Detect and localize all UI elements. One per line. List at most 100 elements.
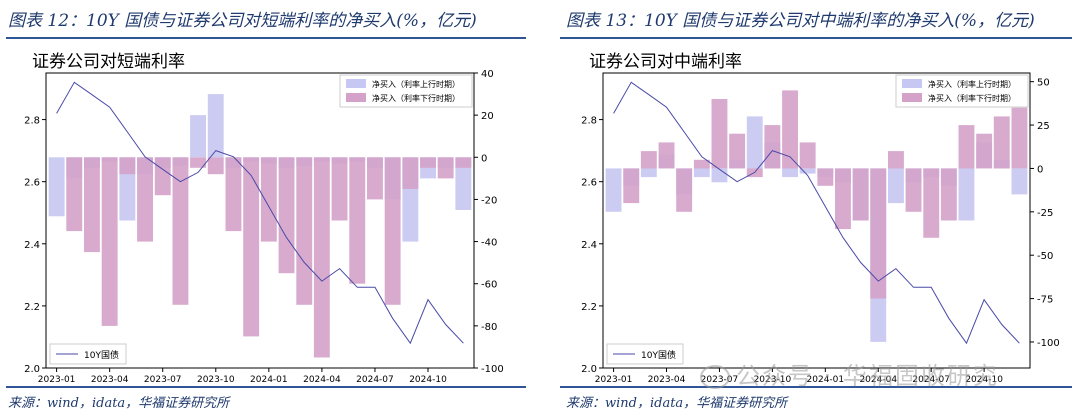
chart2-xtick-label-6: 2024-07 (912, 375, 950, 385)
chart2-xtick-label-3: 2023-10 (754, 375, 792, 385)
chart2-ytick-right-label-4: -50 (1037, 251, 1053, 262)
chart1-bar-down-2023-04 (101, 157, 118, 326)
chart2-bar-down-2023-06 (693, 159, 710, 169)
chart2-ytick-right-label-5: -75 (1037, 295, 1053, 306)
chart1-ytick-right-label-4: -40 (481, 238, 497, 249)
chart1-ytick-left-label-0: 2.0 (24, 364, 40, 375)
chart2-bar-up-2024-09 (958, 168, 975, 221)
chart2-bar-up-2023-09 (746, 116, 763, 169)
chart2-legend2-label: 10Y国债 (641, 349, 676, 361)
title-rule-left (6, 37, 526, 39)
chart1-bar-down-2024-08 (384, 157, 401, 305)
chart2-bar-up-2023-03 (640, 168, 657, 178)
chart2-bar-down-2024-03 (852, 168, 869, 221)
watermark-text: 公众号 · 华福固收研究 (736, 362, 999, 390)
chart2-xtick-label-4: 2024-01 (807, 375, 845, 385)
chart1-ytick-right-label-1: 20 (481, 111, 494, 122)
chart1-bar-down-2023-03 (84, 157, 100, 253)
title-rule-right (560, 37, 1072, 39)
chart1-xtick-label-4: 2024-01 (250, 375, 288, 385)
chart2-legend-swatch-down (902, 93, 922, 102)
figure-12-title: 图表 12：10Y 国债与证券公司对短端利率的净买入(%，亿元) (8, 11, 477, 31)
chart2-xtick-label-5: 2024-04 (859, 375, 897, 385)
source-rule-left (6, 386, 526, 388)
chart1-xtick-label-2: 2023-07 (144, 375, 182, 385)
chart2-bar-down-2023-03 (640, 151, 657, 169)
chart1-legend-label-up: 净买入（利率上行时期） (372, 79, 460, 89)
chart1-ytick-right-label-0: 40 (481, 69, 494, 80)
chart2-ytick-right-label-2: 0 (1037, 164, 1043, 175)
chart2-bar-down-2024-02 (835, 168, 851, 230)
chart2-legend-swatch-up (902, 79, 922, 88)
chart1-ytick-right-label-5: -60 (481, 280, 497, 291)
chart2-plot-frame (602, 72, 1031, 369)
chart1-bar-down-2024-02 (278, 157, 295, 274)
chart2-bar-down-2024-04 (870, 168, 887, 299)
chart2-xtick-label-7: 2024-10 (965, 375, 1003, 385)
chart1-bar-up-2023-09 (190, 115, 206, 158)
chart2-bar-down-2023-04 (658, 142, 675, 169)
chart2-ytick-right-label-1: 25 (1037, 121, 1050, 132)
chart2-bar-up-2023-06 (693, 168, 710, 178)
watermark: 公众号 · 华福固收研究 (700, 356, 999, 391)
chart2-bar-down-2023-11 (782, 90, 798, 169)
chart1-ytick-right-label-3: -20 (481, 195, 497, 206)
chart1-bar-down-2023-07 (154, 157, 171, 196)
chart1-legend2-label: 10Y国债 (84, 349, 119, 361)
chart2-legend2-box (606, 343, 684, 365)
chart1-bar-down-2023-08 (172, 157, 189, 305)
chart1-bar-down-2024-07 (367, 157, 383, 200)
chart1-bar-down-2023-02 (66, 157, 83, 232)
chart2-bar-up-2023-11 (782, 168, 798, 178)
chart1-ytick-right-label-2: 0 (481, 153, 487, 164)
chart2-ytick-left-label-4: 2.8 (581, 116, 597, 127)
chart2-ytick-right-label-3: -25 (1037, 208, 1053, 219)
chart1-bar-up-2023-10 (207, 94, 224, 158)
chart1-legend-label-down: 净买入（利率下行时期） (372, 93, 460, 103)
chart1-ytick-left-label-4: 2.8 (24, 116, 40, 127)
chart2-bar-down-2024-09 (958, 125, 975, 169)
chart2-legend-label-up: 净买入（利率上行时期） (928, 79, 1016, 89)
chart2-ytick-right-label-6: -100 (1037, 338, 1060, 349)
chart1-xtick-label-0: 2023-01 (38, 375, 76, 385)
chart2-ytick-right-label-0: 50 (1037, 78, 1050, 89)
source-rule-right (560, 386, 1072, 388)
chart1-bar-down-2024-03 (296, 157, 313, 305)
figure-13-title: 图表 13：10Y 国债与证券公司对中端利率的净买入(%，亿元) (566, 11, 1035, 31)
chart1-xtick-label-5: 2024-04 (303, 375, 341, 385)
chart1-bar-down-2024-09 (402, 157, 419, 189)
chart2-bar-up-2023-12 (799, 168, 816, 174)
chart1-xtick-label-3: 2023-10 (197, 375, 235, 385)
chart2-bar-down-2024-01 (817, 168, 834, 186)
chart2-bar-down-2023-12 (799, 142, 816, 169)
chart1-ytick-left-label-2: 2.4 (24, 240, 40, 251)
chart1-bar-down-2024-11 (437, 157, 454, 179)
chart2-bar-down-2023-02 (623, 168, 640, 204)
source-left: 来源：wind，idata，华福证券研究所 (8, 396, 230, 411)
chart2-ytick-left-label-0: 2.0 (581, 364, 597, 375)
chart2-bar-down-2023-08 (729, 133, 746, 169)
chart2-bar-down-2024-07 (923, 168, 940, 238)
chart1-xtick-label-6: 2024-07 (356, 375, 394, 385)
chart2-ytick-left-label-2: 2.4 (581, 240, 597, 251)
chart1-bar-down-2024-10 (420, 157, 436, 168)
chart2-line-10y (613, 81, 1020, 345)
chart1-bar-down-2023-09 (190, 157, 206, 168)
chart2-ytick-left-label-3: 2.6 (581, 178, 597, 189)
chart2-bar-down-2024-06 (905, 168, 922, 212)
chart1-title: 证券公司对短端利率 (32, 52, 185, 72)
chart1-plot-frame (45, 72, 475, 369)
chart2-bar-down-2024-10 (976, 133, 993, 169)
chart1-legend-swatch-up (346, 79, 366, 88)
chart1-ytick-left-label-3: 2.6 (24, 178, 40, 189)
chart1-ytick-right-label-6: -80 (481, 322, 497, 333)
chart2-bar-down-2024-12 (1011, 107, 1028, 169)
chart1-ytick-left-label-1: 2.2 (24, 302, 40, 313)
chart2-legend-label-down: 净买入（利率下行时期） (928, 93, 1016, 103)
chart1-xtick-label-7: 2024-10 (409, 375, 447, 385)
chart1-bar-down-2023-10 (207, 157, 224, 175)
chart1-bar-down-2023-05 (119, 157, 136, 175)
source-right: 来源：wind，idata，华福证券研究所 (566, 396, 788, 411)
chart2-bar-down-2023-10 (764, 125, 781, 169)
